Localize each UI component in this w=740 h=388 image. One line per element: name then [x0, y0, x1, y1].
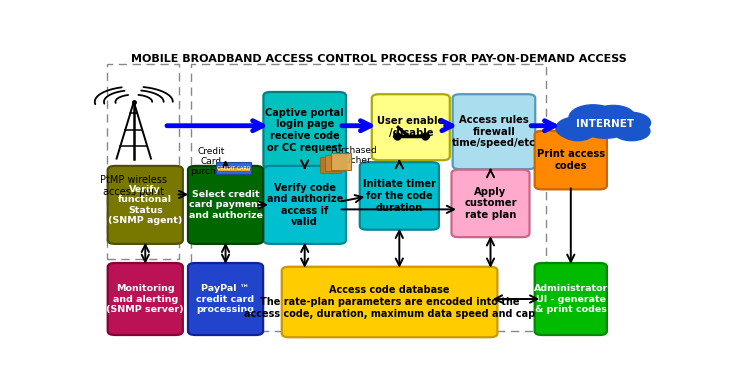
FancyBboxPatch shape: [188, 166, 263, 244]
FancyBboxPatch shape: [331, 153, 352, 170]
Circle shape: [569, 105, 617, 130]
Text: Print access
codes: Print access codes: [536, 149, 605, 171]
Text: Verify
functional
Status
(SNMP agent): Verify functional Status (SNMP agent): [108, 185, 183, 225]
FancyBboxPatch shape: [108, 166, 183, 244]
FancyBboxPatch shape: [216, 162, 251, 174]
FancyBboxPatch shape: [360, 162, 439, 230]
Text: PtMP wireless
access point: PtMP wireless access point: [101, 175, 167, 197]
Text: Purchased
voucher: Purchased voucher: [330, 146, 377, 165]
Circle shape: [556, 117, 599, 139]
Text: Apply
customer
rate plan: Apply customer rate plan: [464, 187, 517, 220]
FancyBboxPatch shape: [451, 170, 530, 237]
FancyBboxPatch shape: [218, 168, 249, 171]
FancyBboxPatch shape: [371, 94, 450, 160]
Circle shape: [578, 109, 633, 138]
Text: INTERNET: INTERNET: [576, 119, 633, 129]
FancyBboxPatch shape: [535, 263, 607, 335]
FancyBboxPatch shape: [326, 155, 346, 171]
Text: Administrator
UI - generate
& print codes: Administrator UI - generate & print code…: [534, 284, 608, 314]
Circle shape: [562, 124, 593, 141]
FancyBboxPatch shape: [263, 92, 346, 168]
Circle shape: [613, 121, 650, 141]
Text: PayPal ™
credit card
processing: PayPal ™ credit card processing: [197, 284, 255, 314]
Text: MOBILE BROADBAND ACCESS CONTROL PROCESS FOR PAY-ON-DEMAND ACCESS: MOBILE BROADBAND ACCESS CONTROL PROCESS …: [132, 54, 627, 64]
Circle shape: [610, 112, 650, 133]
FancyBboxPatch shape: [453, 94, 535, 169]
Text: CREDIT CARD: CREDIT CARD: [217, 166, 250, 171]
FancyBboxPatch shape: [188, 263, 263, 335]
Text: Access code database
The rate-plan parameters are encoded into the
access code, : Access code database The rate-plan param…: [244, 286, 535, 319]
Text: Credit
Card
purchase: Credit Card purchase: [190, 147, 232, 177]
Text: Verify code
and authorize
access if
valid: Verify code and authorize access if vali…: [266, 182, 343, 227]
Circle shape: [591, 106, 635, 128]
FancyBboxPatch shape: [108, 263, 183, 335]
FancyBboxPatch shape: [535, 131, 607, 189]
Text: Monitoring
and alerting
(SNMP server): Monitoring and alerting (SNMP server): [107, 284, 184, 314]
Text: Initiate timer
for the code
duration: Initiate timer for the code duration: [363, 179, 436, 213]
FancyBboxPatch shape: [263, 166, 346, 244]
Text: Select credit
card payment
and authorize: Select credit card payment and authorize: [189, 190, 263, 220]
FancyBboxPatch shape: [320, 157, 341, 173]
FancyBboxPatch shape: [282, 267, 497, 337]
Text: User enable
/disable: User enable /disable: [377, 116, 445, 138]
Text: Captive portal
login page
receive code
or CC request: Captive portal login page receive code o…: [266, 108, 344, 152]
Text: Access rules
firewall
time/speed/etc: Access rules firewall time/speed/etc: [452, 115, 536, 148]
